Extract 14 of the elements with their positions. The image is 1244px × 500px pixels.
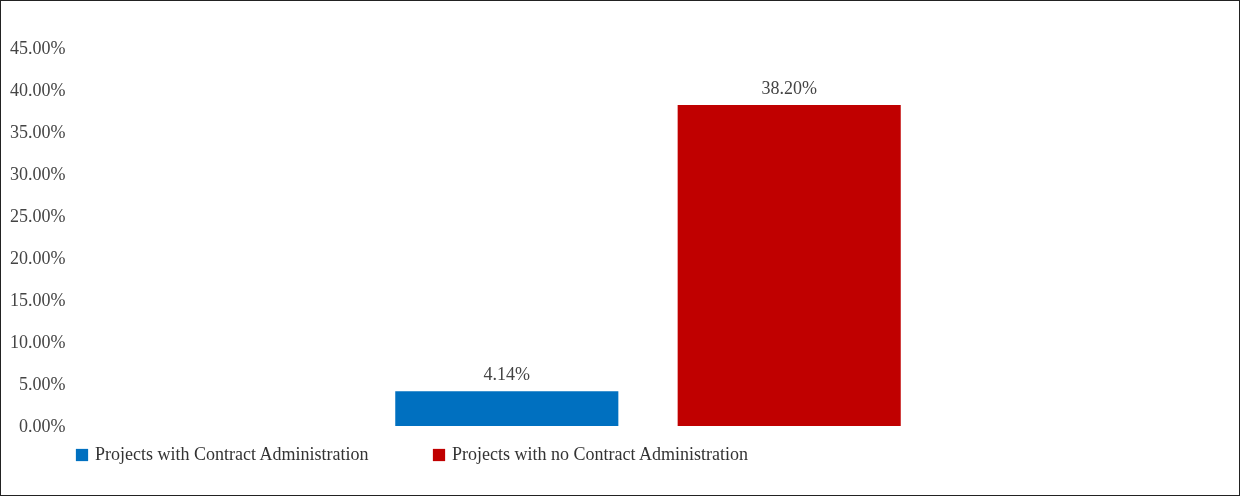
data-label: 38.20% (761, 78, 817, 99)
y-tick-label: 0.00% (19, 415, 66, 436)
y-tick-label: 25.00% (10, 205, 66, 226)
y-tick-label: 15.00% (10, 289, 66, 310)
y-tick-label: 35.00% (10, 121, 66, 142)
legend-label: Projects with no Contract Administration (452, 444, 748, 464)
y-tick-label: 30.00% (10, 163, 66, 184)
y-tick-label: 40.00% (10, 79, 66, 100)
y-tick-label: 20.00% (10, 247, 66, 268)
legend-label: Projects with Contract Administration (95, 444, 369, 464)
data-label: 4.14% (483, 364, 531, 385)
y-tick-label: 5.00% (19, 373, 66, 394)
y-tick-label: 10.00% (10, 331, 66, 352)
y-tick-label: 45.00% (10, 37, 66, 58)
